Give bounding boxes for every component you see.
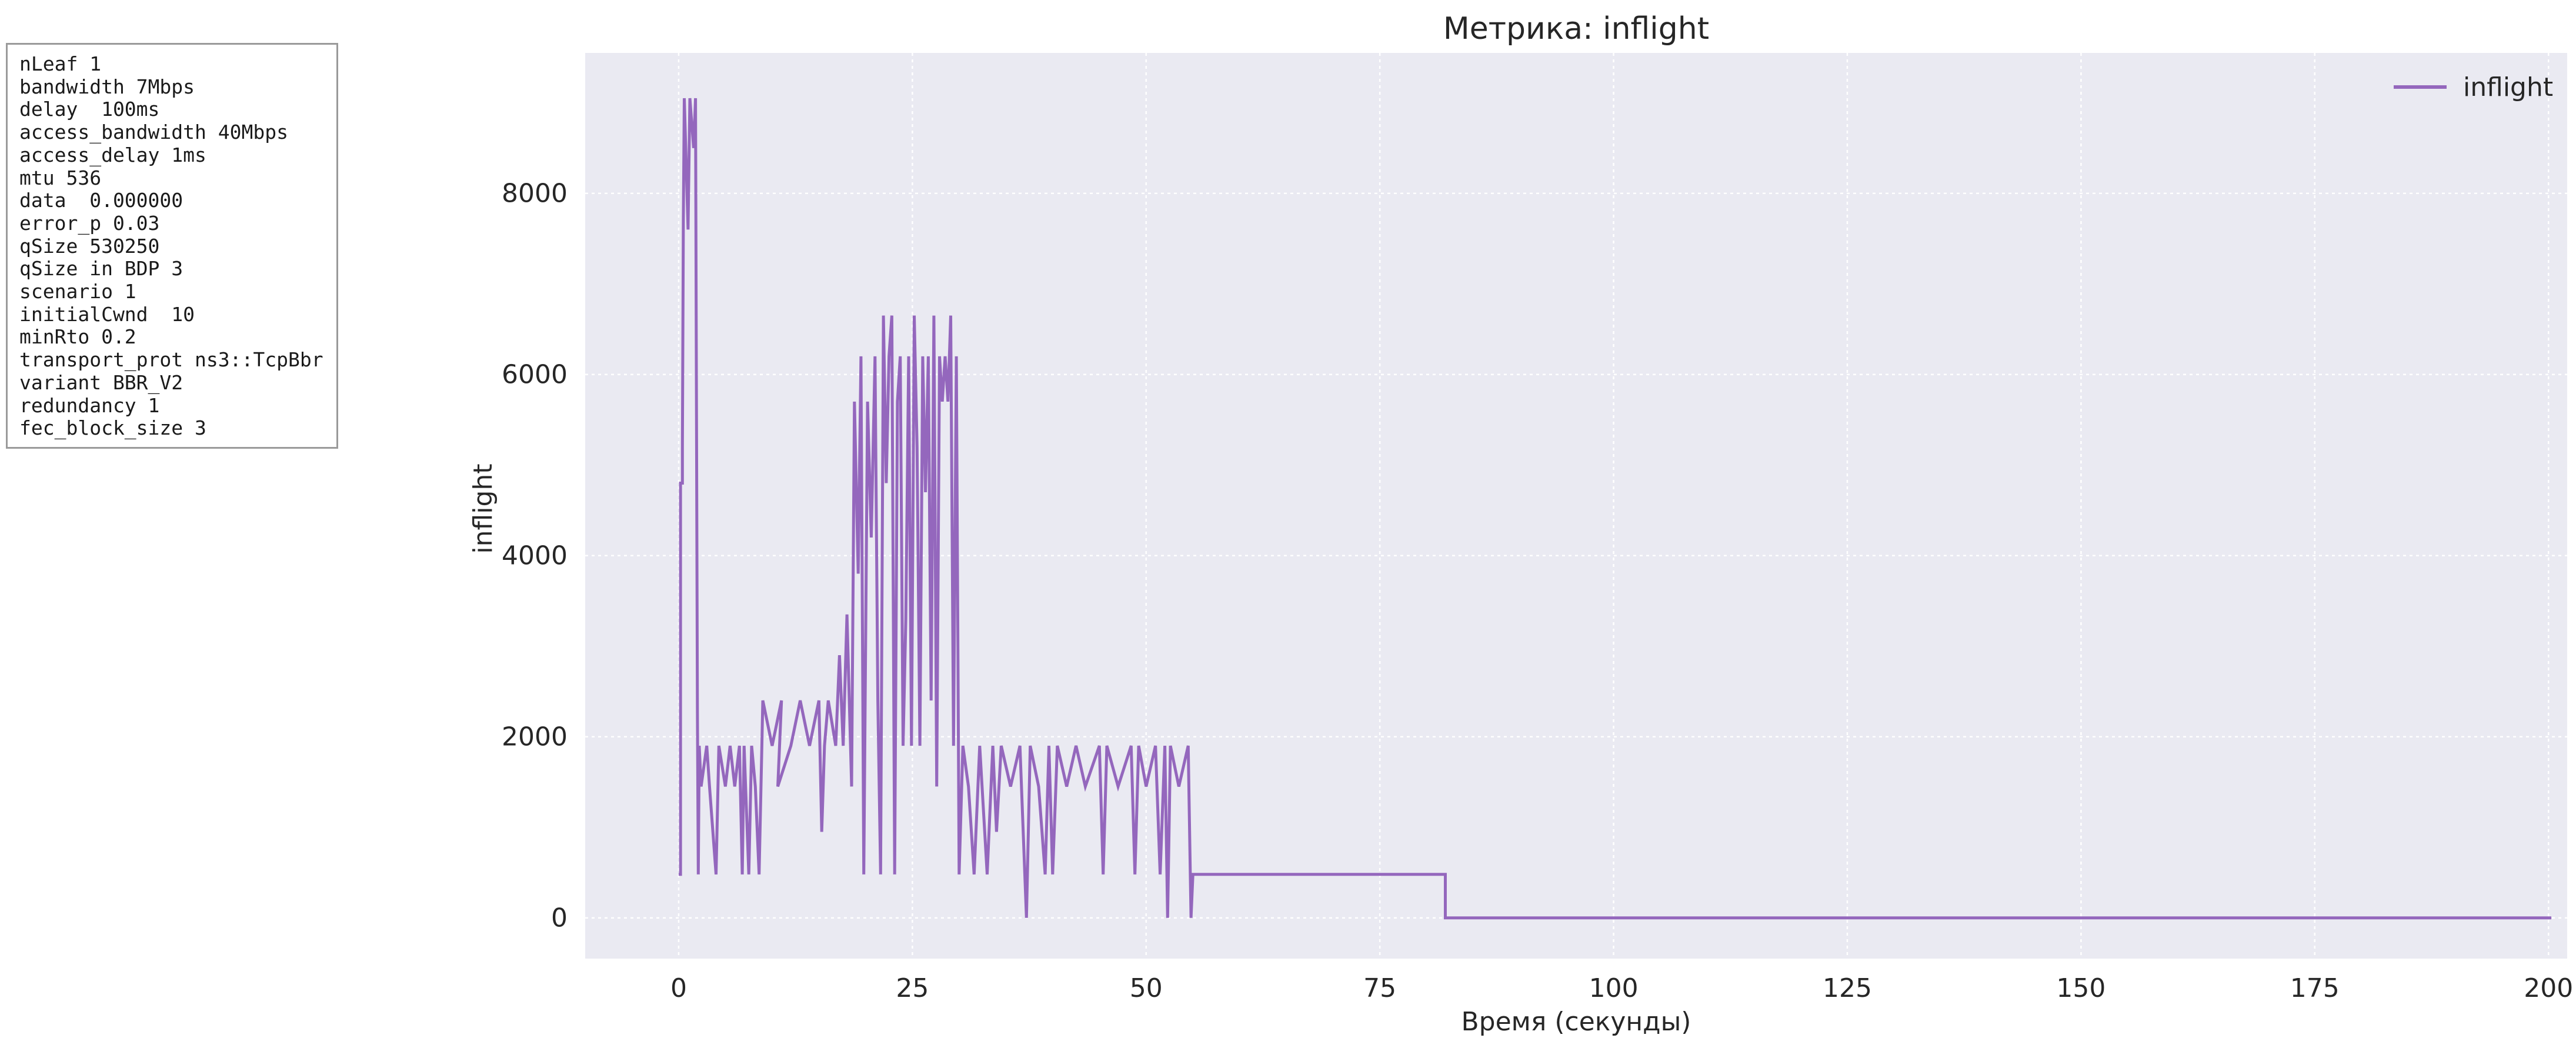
parameter-line: delay 100ms (19, 98, 160, 121)
parameter-line: redundancy 1 (19, 393, 160, 417)
parameters-box: nLeaf 1 bandwidth 7Mbps delay 100ms access_… (6, 43, 338, 449)
y-axis-title: inflight (468, 463, 498, 553)
parameter-line: variant BBR_V2 (19, 371, 183, 394)
x-tick-label: 75 (1363, 973, 1396, 1003)
plot-area (585, 53, 2567, 959)
y-tick-label: 0 (551, 903, 568, 933)
x-tick-label: 150 (2056, 973, 2105, 1003)
parameter-line: access_bandwidth 40Mbps (19, 121, 288, 144)
x-tick-label: 0 (670, 973, 687, 1003)
x-tick-label: 200 (2524, 973, 2573, 1003)
x-axis-title: Время (секунды) (1461, 1007, 1691, 1037)
y-tick-label: 2000 (502, 722, 568, 752)
parameter-line: qSize 530250 (19, 234, 160, 258)
x-tick-label: 100 (1589, 973, 1639, 1003)
parameter-line: qSize in BDP 3 (19, 257, 183, 281)
data-layer (679, 98, 2551, 920)
parameter-line: fec_block_size 3 (19, 416, 206, 440)
parameter-line: nLeaf 1 (19, 52, 102, 75)
parameter-line: bandwidth 7Mbps (19, 75, 195, 98)
parameter-line: transport_prot ns3::TcpBbr (19, 348, 323, 372)
parameter-line: scenario 1 (19, 280, 136, 303)
y-tick-label: 4000 (502, 541, 568, 571)
series-line-inflight (679, 98, 2551, 920)
x-tick-label: 25 (896, 973, 929, 1003)
parameter-line: mtu 536 (19, 166, 102, 189)
chart-title: Метрика: inflight (1443, 11, 1709, 46)
parameter-line: data 0.000000 (19, 189, 183, 212)
y-tick-label: 6000 (502, 360, 568, 390)
x-tick-label: 125 (1823, 973, 1872, 1003)
legend-label: inflight (2463, 72, 2553, 102)
y-tick-label: 8000 (502, 179, 568, 209)
parameter-line: access_delay 1ms (19, 143, 206, 166)
parameter-line: initialCwnd 10 (19, 302, 195, 326)
parameter-line: error_p 0.03 (19, 211, 160, 235)
x-tick-label: 50 (1130, 973, 1163, 1003)
x-tick-label: 175 (2290, 973, 2340, 1003)
parameter-line: minRto 0.2 (19, 325, 136, 349)
legend: inflight (2394, 72, 2553, 102)
